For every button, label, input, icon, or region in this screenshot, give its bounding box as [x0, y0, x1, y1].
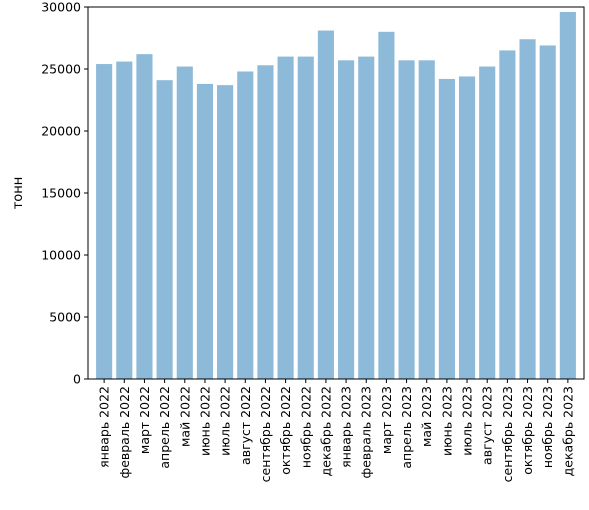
bar-23 — [559, 11, 576, 380]
bar-8 — [257, 65, 274, 379]
x-tick-label: октябрь 2022 — [278, 386, 293, 475]
y-tick-label: 20000 — [41, 124, 81, 139]
bar-1 — [116, 61, 133, 380]
x-tick-label: май 2023 — [419, 386, 434, 447]
bar-22 — [539, 45, 556, 379]
x-tick-label: август 2022 — [238, 386, 253, 465]
x-tick-label: июнь 2022 — [197, 386, 212, 456]
x-tick-label: ноябрь 2023 — [540, 386, 555, 468]
y-tick-label: 30000 — [41, 0, 81, 15]
bar-4 — [176, 66, 193, 380]
bar-17 — [438, 78, 455, 380]
x-tick-label: февраль 2023 — [359, 386, 374, 478]
x-tick-label: март 2022 — [137, 386, 152, 454]
bar-14 — [378, 31, 395, 380]
x-tick-label: январь 2023 — [339, 386, 354, 468]
x-tick-label: апрель 2023 — [399, 386, 414, 469]
bar-11 — [317, 30, 334, 380]
x-tick-label: ноябрь 2022 — [298, 386, 313, 468]
x-tick-label: декабрь 2022 — [318, 386, 333, 476]
x-tick-label: апрель 2022 — [157, 386, 172, 469]
y-tick-label: 10000 — [41, 248, 81, 263]
bar-7 — [237, 71, 254, 379]
x-tick-label: сентябрь 2023 — [500, 386, 515, 482]
x-tick-label: июль 2023 — [460, 386, 475, 456]
x-tick-label: июль 2022 — [218, 386, 233, 456]
x-axis-ticks: январь 2022 февраль 2022 март 2022 апрель 2… — [97, 379, 575, 482]
x-tick-label: февраль 2022 — [117, 386, 132, 478]
x-tick-label: сентябрь 2022 — [258, 386, 273, 482]
y-tick-label: 25000 — [41, 62, 81, 77]
x-tick-label: июнь 2023 — [439, 386, 454, 456]
x-tick-label: март 2023 — [379, 386, 394, 454]
bar-12 — [338, 60, 355, 379]
y-axis-ticks: 0 5000 10000 15000 20000 25000 30000 — [41, 0, 88, 387]
y-tick-label: 0 — [73, 372, 81, 387]
x-tick-label: май 2022 — [177, 386, 192, 447]
bar-20 — [499, 50, 516, 380]
x-tick-label: август 2023 — [480, 386, 495, 465]
bar-5 — [196, 83, 214, 379]
bar-2 — [136, 54, 153, 380]
y-tick-label: 5000 — [49, 310, 81, 325]
bar-16 — [418, 60, 435, 379]
x-tick-label: январь 2022 — [97, 386, 112, 468]
x-tick-label: декабрь 2023 — [560, 386, 575, 476]
bar-18 — [458, 76, 476, 379]
bar-9 — [277, 56, 294, 379]
bar-6 — [217, 85, 234, 380]
bars-layer — [96, 11, 576, 380]
bar-3 — [156, 80, 173, 379]
bar-19 — [479, 66, 496, 380]
bar-13 — [358, 56, 375, 379]
x-tick-label: октябрь 2023 — [520, 386, 535, 475]
bar-0 — [96, 64, 113, 379]
bar-10 — [297, 56, 314, 379]
bar-21 — [519, 39, 536, 380]
y-tick-label: 15000 — [41, 186, 81, 201]
bar-15 — [398, 60, 415, 379]
y-axis-label: тонн — [11, 177, 26, 210]
